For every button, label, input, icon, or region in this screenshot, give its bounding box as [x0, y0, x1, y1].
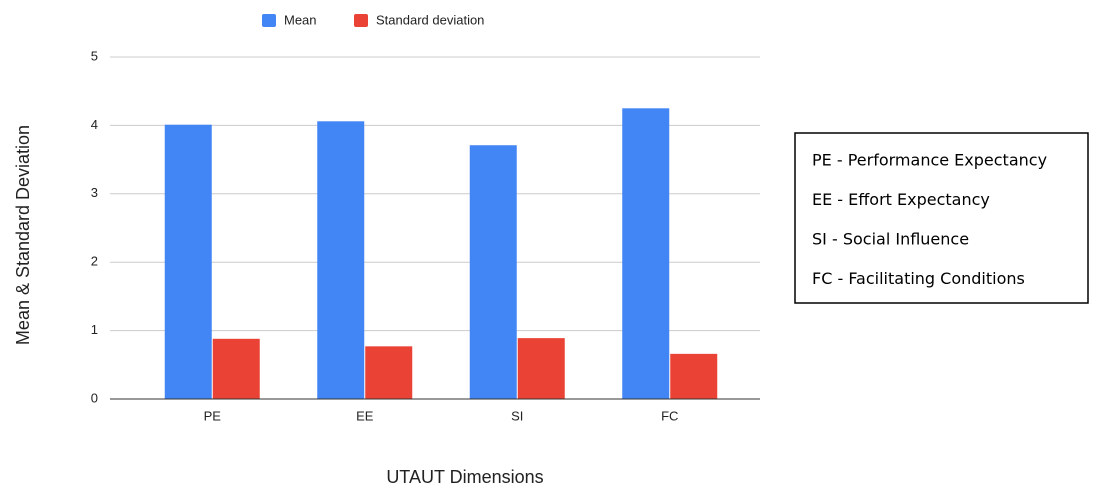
annotation: FC - Facilitating Conditions	[812, 269, 1025, 288]
y-tick-label: 0	[91, 390, 98, 405]
legend-label: Mean	[284, 12, 317, 27]
bar	[212, 338, 260, 399]
bar	[517, 338, 565, 399]
bar	[164, 124, 212, 399]
bar	[469, 145, 517, 399]
x-axis-title: UTAUT Dimensions	[386, 467, 543, 487]
bar	[365, 346, 413, 399]
y-tick-label: 2	[91, 254, 98, 269]
y-axis-title: Mean & Standard Deviation	[13, 125, 33, 345]
annotation: EE - Effort Expectancy	[812, 190, 990, 209]
legend-label: Standard deviation	[376, 12, 484, 27]
bar	[317, 121, 365, 400]
x-tick-label: FC	[661, 408, 678, 423]
x-tick-label: PE	[204, 408, 222, 423]
bar	[622, 108, 670, 400]
annotation: PE - Performance Expectancy	[812, 151, 1047, 170]
y-tick-label: 1	[91, 322, 98, 337]
bar	[670, 353, 718, 399]
x-tick-label: EE	[356, 408, 374, 423]
y-tick-label: 5	[91, 48, 98, 63]
x-tick-label: SI	[511, 408, 523, 423]
annotation: SI - Social Influence	[812, 230, 969, 249]
y-tick-label: 4	[91, 117, 98, 132]
legend-swatch	[262, 14, 276, 27]
y-tick-label: 3	[91, 185, 98, 200]
legend-swatch	[354, 14, 368, 27]
annotation-box	[794, 132, 1089, 304]
